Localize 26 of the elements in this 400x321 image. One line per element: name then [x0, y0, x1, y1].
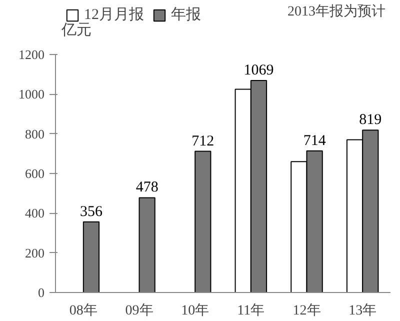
data-label: 819	[359, 112, 382, 128]
y-tick-label: 800	[25, 126, 44, 142]
legend-label: 年报	[171, 6, 201, 24]
x-tick-label: 13年	[348, 302, 377, 318]
x-tick-label: 12年	[292, 302, 321, 318]
bar	[138, 197, 156, 292]
y-tick-label: 1000	[18, 86, 44, 102]
data-label: 714	[303, 132, 326, 149]
y-tick-label: 0	[38, 285, 44, 300]
data-label: 356	[80, 204, 103, 220]
y-tick-label: 1200	[18, 47, 44, 62]
text: 2013年报为预计	[288, 4, 386, 20]
y-tick-label: 600	[25, 166, 44, 181]
x-tick-label: 10年	[181, 302, 210, 318]
x-tick-label: 09年	[125, 302, 154, 318]
data-label: 1069	[244, 62, 274, 78]
x-tick-label: 08年	[69, 302, 98, 318]
data-label: 712	[192, 133, 214, 150]
legend-label: 12月月报	[84, 6, 144, 23]
y-tick-label: 200	[25, 245, 44, 260]
y-axis-title: 亿元	[60, 22, 92, 38]
x-tick-label: 11年	[237, 302, 265, 318]
y-tick-label: 400	[25, 206, 44, 221]
bar	[82, 221, 100, 292]
data-label: 478	[136, 180, 158, 196]
bar	[194, 150, 212, 292]
